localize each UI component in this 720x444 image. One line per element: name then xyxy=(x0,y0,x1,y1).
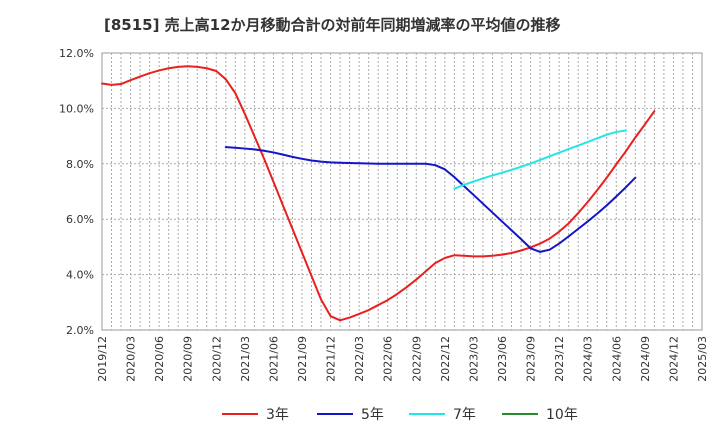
x-tick-label: 2025/03 xyxy=(696,336,709,382)
y-tick-label: 12.0% xyxy=(59,47,94,60)
x-tick-label: 2019/12 xyxy=(96,336,109,382)
x-tick-label: 2023/06 xyxy=(496,336,509,382)
x-tick-label: 2024/12 xyxy=(667,336,680,382)
legend: 3年 5年 7年 10年 xyxy=(222,407,578,423)
x-tick-label: 2020/09 xyxy=(182,336,195,382)
y-tick-label: 6.0% xyxy=(66,213,94,226)
legend-label-10年: 10年 xyxy=(546,407,578,423)
x-tick-label: 2023/12 xyxy=(553,336,566,382)
legend-label-7年: 7年 xyxy=(453,407,476,423)
x-tick-label: 2024/09 xyxy=(639,336,652,382)
x-tick-label: 2020/03 xyxy=(125,336,138,382)
axis-layer: 2.0% 4.0% 6.0% 8.0% 10.0% 12.0% 2019/12 2020/03… xyxy=(59,47,709,382)
series-layer xyxy=(101,65,656,322)
x-tick-label: 2021/09 xyxy=(296,336,309,382)
legend-label-5年: 5年 xyxy=(361,407,384,423)
x-tick-label: 2023/09 xyxy=(525,336,538,382)
x-tick-label: 2020/12 xyxy=(210,336,223,382)
x-tick-label: 2024/06 xyxy=(610,336,623,382)
y-tick-label: 4.0% xyxy=(66,269,94,282)
series-line-3年 xyxy=(101,65,656,322)
x-tick-label: 2021/06 xyxy=(267,336,280,382)
x-tick-label: 2021/12 xyxy=(325,336,338,382)
y-tick-label: 8.0% xyxy=(66,158,94,171)
series-line-7年 xyxy=(453,129,627,190)
x-tick-label: 2024/03 xyxy=(582,336,595,382)
x-tick-label: 2022/06 xyxy=(382,336,395,382)
plot-frame xyxy=(101,52,703,331)
series-line-5年 xyxy=(224,146,637,253)
x-tick-label: 2023/03 xyxy=(467,336,480,382)
y-tick-label: 10.0% xyxy=(59,102,94,115)
x-tick-label: 2022/09 xyxy=(410,336,423,382)
x-tick-label: 2022/03 xyxy=(353,336,366,382)
x-tick-label: 2021/03 xyxy=(239,336,252,382)
chart-title: [8515] 売上高12か月移動合計の対前年同期増減率の平均値の推移 xyxy=(104,16,561,34)
x-tick-label: 2020/06 xyxy=(153,336,166,382)
legend-label-3年: 3年 xyxy=(266,407,289,423)
y-tick-label: 2.0% xyxy=(66,324,94,337)
grid-layer xyxy=(101,52,703,331)
x-tick-label: 2022/12 xyxy=(439,336,452,382)
